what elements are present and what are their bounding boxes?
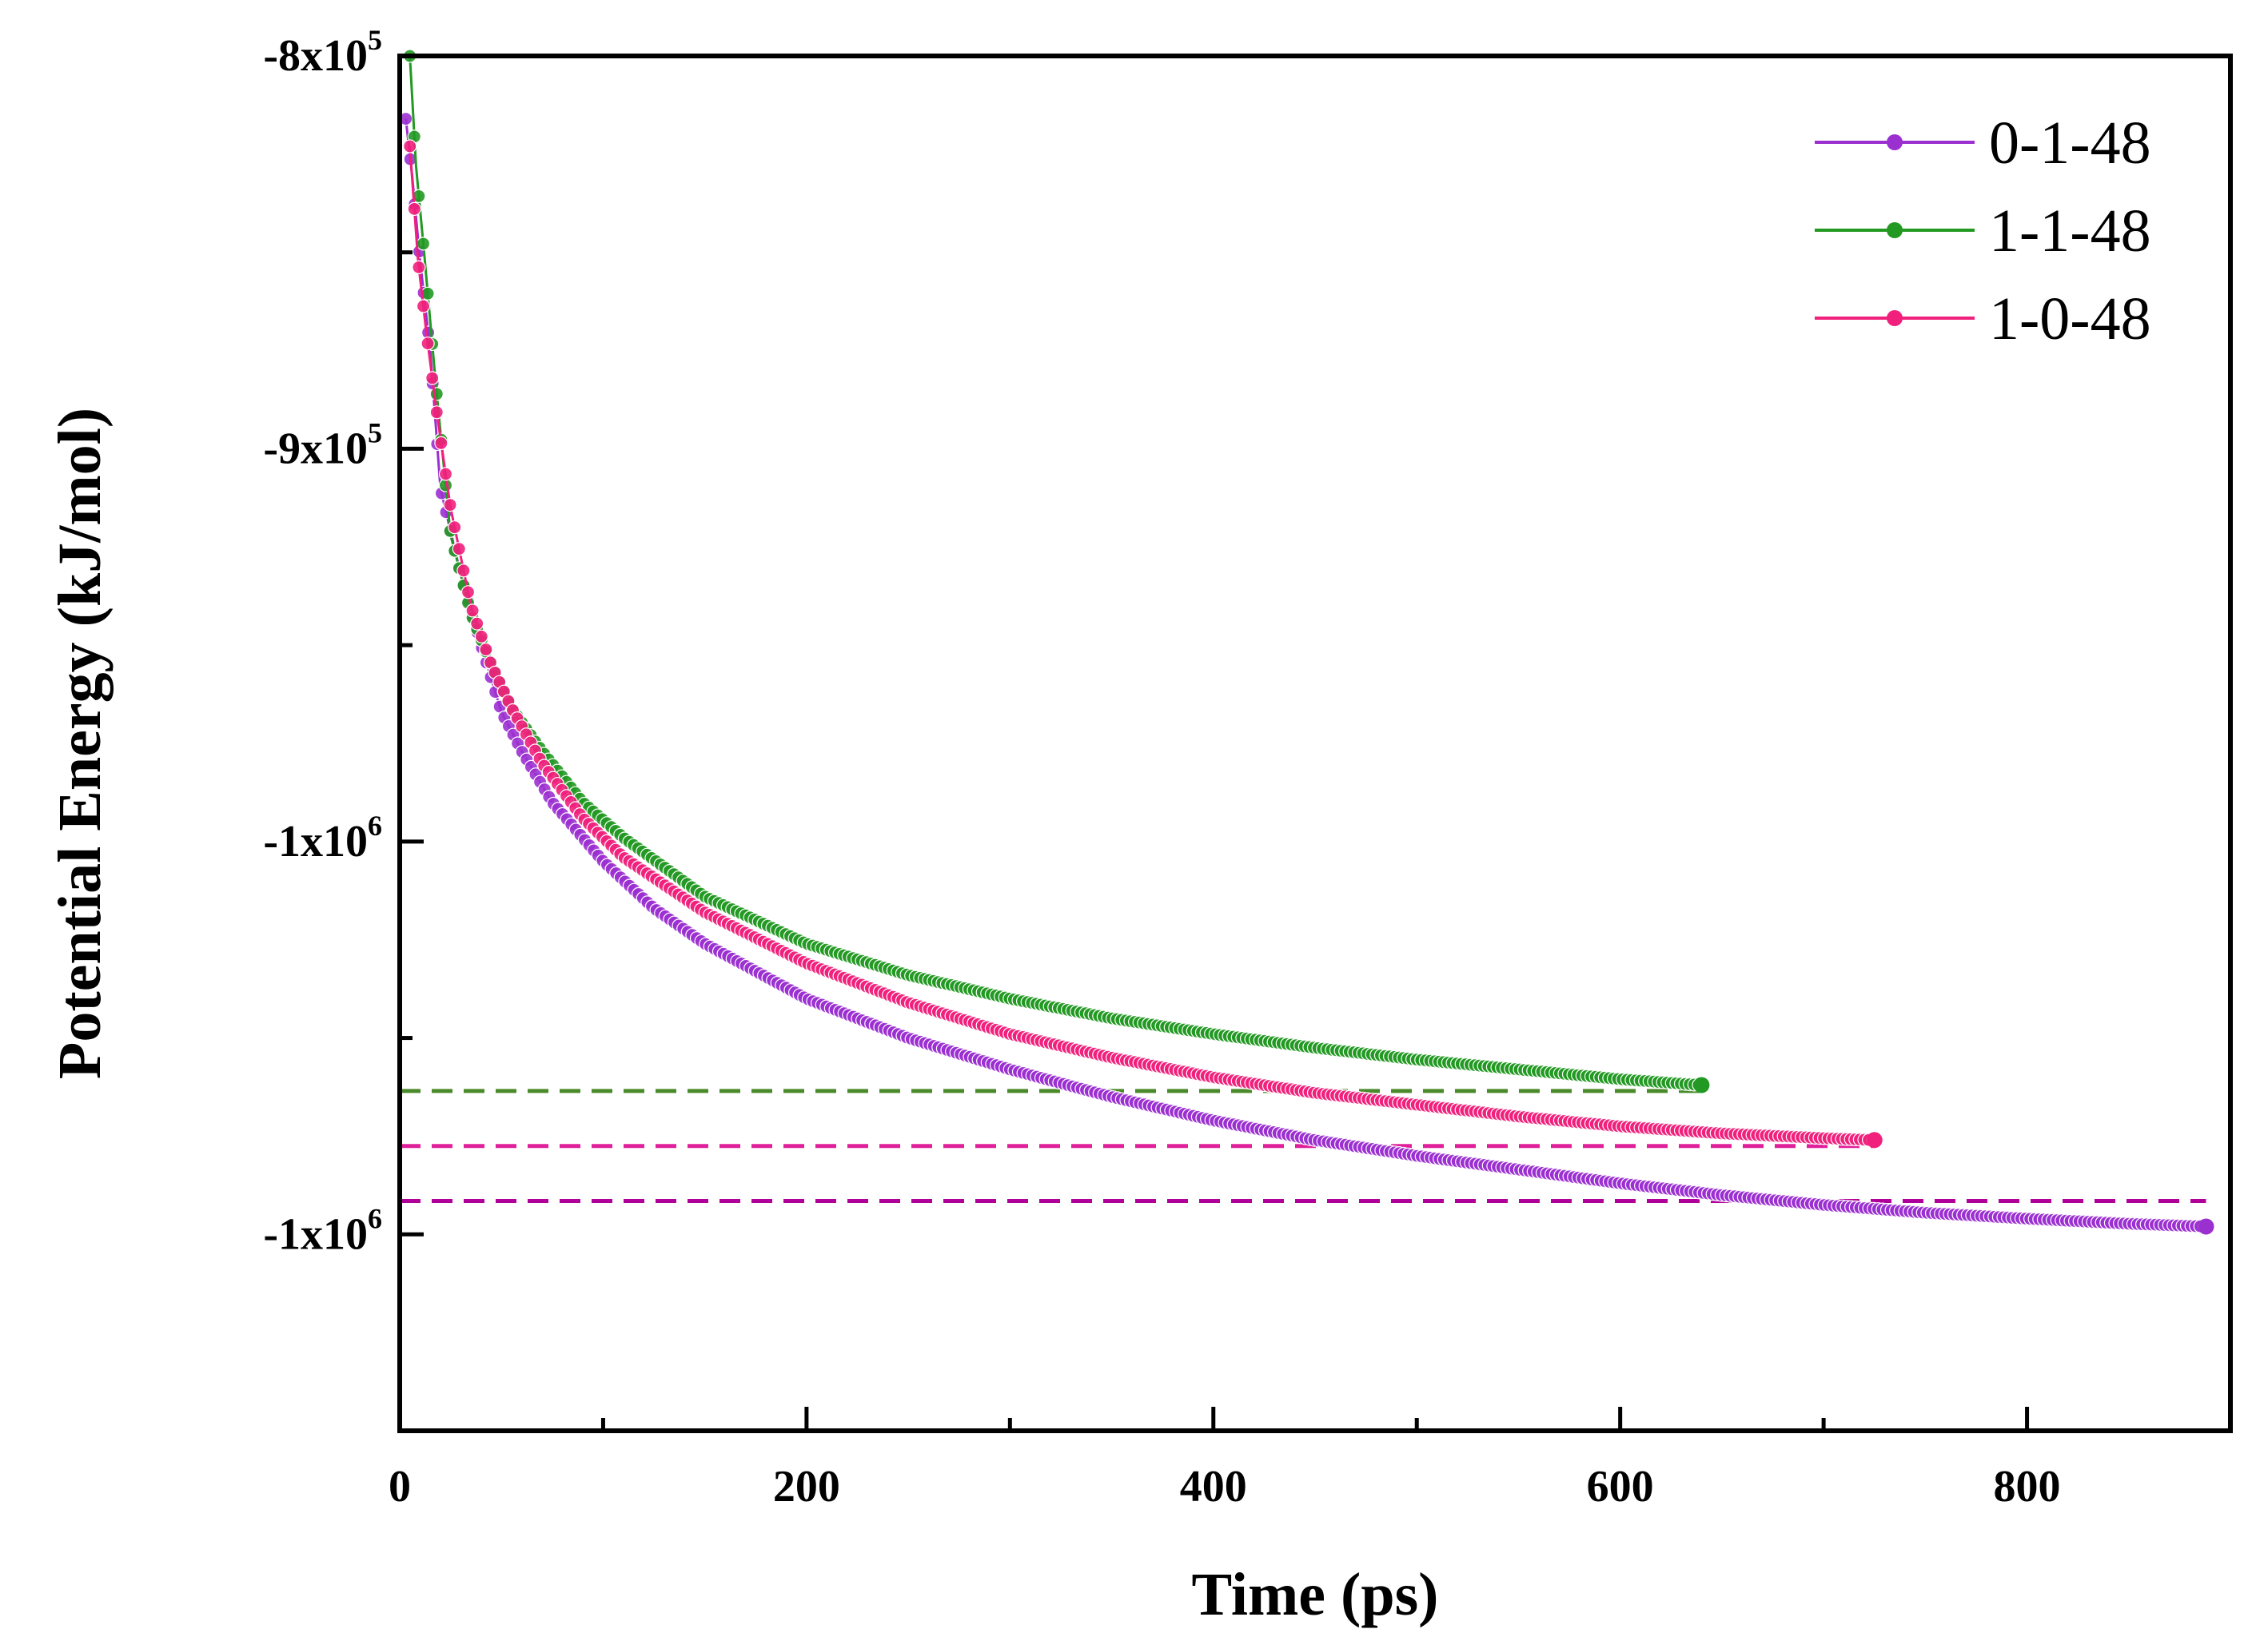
series-1-0-48: [403, 139, 1883, 1149]
data-point: [443, 497, 457, 512]
legend-label: 1-1-48: [1989, 197, 2151, 265]
y-tick-label: -1x106: [263, 810, 382, 866]
data-point: [465, 603, 480, 618]
series-layer: [399, 49, 2214, 1235]
series-end-point: [1866, 1132, 1883, 1149]
y-tick-mantissa: -8x10: [263, 31, 368, 81]
data-point: [416, 237, 431, 251]
x-tick-labels: 0 200 400 600 800: [389, 1462, 2061, 1512]
data-point: [429, 405, 444, 420]
data-point: [456, 564, 471, 578]
y-tick-mantissa: -1x10: [263, 817, 368, 866]
x-tick-label: 600: [1587, 1462, 1654, 1512]
series-end-point: [2198, 1218, 2214, 1235]
x-tick-label: 400: [1180, 1462, 1247, 1512]
series-1-1-48: [403, 49, 1710, 1093]
y-tick-exponent: 6: [368, 1202, 382, 1234]
x-axis-title: Time (ps): [1192, 1561, 1439, 1628]
legend-label: 0-1-48: [1989, 110, 2151, 177]
data-point: [470, 616, 484, 631]
data-point: [434, 436, 448, 451]
legend-item-1-1-48: 1-1-48: [1815, 197, 2151, 265]
data-point: [421, 337, 435, 351]
y-tick-exponent: 6: [368, 810, 382, 842]
data-point: [425, 371, 440, 385]
y-tick-exponent: 5: [368, 24, 382, 56]
legend: 0-1-48 1-1-48 1-0-48: [1815, 110, 2151, 352]
legend-item-1-0-48: 1-0-48: [1815, 285, 2151, 352]
y-tick-labels: -8x105-9x105-1x106-1x106: [263, 24, 382, 1259]
data-point: [412, 260, 426, 274]
data-point: [474, 629, 488, 643]
legend-marker: [1887, 310, 1903, 326]
legend-label: 1-0-48: [1989, 285, 2151, 352]
y-tick-label: -8x105: [263, 24, 382, 81]
legend-item-0-1-48: 0-1-48: [1815, 110, 2151, 177]
data-point: [407, 201, 421, 216]
data-point: [429, 387, 444, 401]
y-tick-label: -9x105: [263, 416, 382, 473]
plot-frame: [397, 54, 2233, 1433]
y-tick-mantissa: -9x10: [263, 424, 368, 473]
y-tick-mantissa: -1x10: [263, 1209, 368, 1259]
legend-marker: [1887, 134, 1903, 150]
data-point: [448, 520, 462, 535]
data-point: [460, 585, 476, 599]
y-tick-label: -1x106: [263, 1202, 382, 1259]
data-point: [416, 299, 431, 313]
series-end-point: [1693, 1077, 1710, 1093]
x-tick-label: 800: [1994, 1462, 2061, 1512]
data-point: [452, 542, 466, 556]
data-point: [403, 139, 417, 153]
reference-lines: [400, 1089, 2206, 1204]
y-axis-title: Potential Energy (kJ/mol): [46, 408, 114, 1079]
x-tick-label: 0: [389, 1462, 411, 1512]
data-point: [438, 467, 453, 481]
axis-ticks: [397, 54, 2030, 1431]
data-point: [479, 642, 493, 657]
x-tick-label: 200: [773, 1462, 840, 1512]
y-tick-exponent: 5: [368, 416, 382, 448]
legend-marker: [1887, 222, 1903, 238]
